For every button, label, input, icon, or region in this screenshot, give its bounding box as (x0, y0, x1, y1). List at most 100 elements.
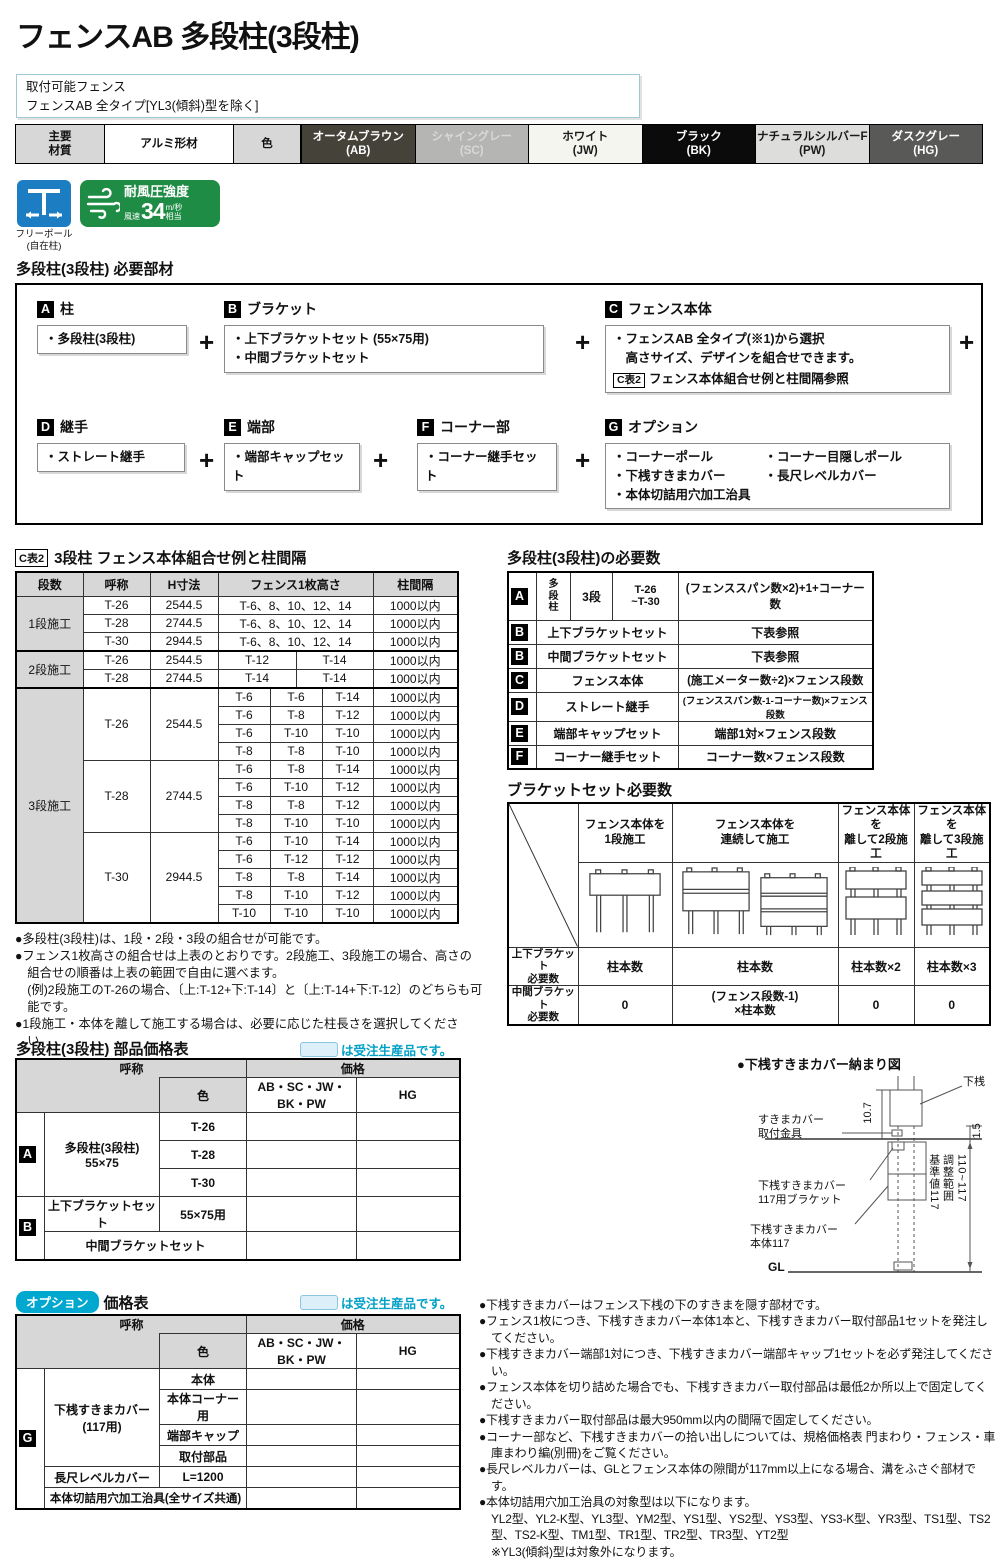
note-item: ●フェンス本体を切り詰めた場合でも、下桟すきまカバー取付部品は最低2か所以上で固… (479, 1380, 987, 1411)
price-cell (356, 1466, 460, 1488)
item-name-cell: 本体切詰用穴加工治具(全サイズ共通) (44, 1487, 247, 1509)
row-tag-cell: A (507, 571, 537, 621)
parts-price-table: 呼称 価格 色 AB・SC・JW・BK・PW HG A 多段柱(3段柱) 55×… (15, 1058, 461, 1261)
panel-height-cell: T-10 (269, 885, 323, 905)
bracket-qty-table: フェンス本体を 1段施工 フェンス本体を 連続して施工 フェンス本体を 離して2… (507, 802, 991, 1027)
pitch-cell: 1000以内 (372, 705, 459, 725)
height-dim-cell: 2744.5 (149, 759, 219, 833)
cover-diagram-lines (765, 1076, 982, 1273)
pitch-cell: 1000以内 (372, 649, 459, 670)
row-tag-cell: E (507, 720, 537, 746)
ctable-ref-tag: C表2 (613, 372, 645, 389)
name-cell: T-26 (82, 649, 151, 670)
combination-table-title: C表2 3段柱 フェンス本体組合せ例と柱間隔 (15, 547, 306, 568)
size-cell: L=1200 (159, 1466, 247, 1488)
option-price-table: 呼称 価格 色 AB・SC・JW・BK・PW HG G 下桟すきまカバー (11… (15, 1314, 461, 1510)
applicable-fence-box: 取付可能フェンス フェンスAB 全タイプ[YL3(傾斜)型を除く] (16, 74, 640, 118)
formula-cell: 端部1対×フェンス段数 (678, 720, 873, 746)
color-swatch: シャイングレー (SC) (414, 124, 529, 164)
bracket-qty-title: ブラケットセット必要数 (507, 782, 673, 799)
panel-height-cell: T-8 (217, 867, 271, 887)
pitch-cell: 1000以内 (372, 595, 459, 615)
plus-sign: + (575, 327, 591, 357)
material-value: アルミ形材 (104, 124, 234, 164)
plus-sign: + (959, 327, 975, 357)
part-tag-badge: B (224, 300, 241, 318)
bracket-row-label: 中間ブラケット 必要数 (507, 985, 579, 1026)
panel-height-cell: T-6 (217, 831, 271, 851)
formula-cell: (フェンススパン数-1-コーナー数)×フェンス段数 (678, 691, 873, 722)
panel-height-cell: T-6 (217, 759, 271, 779)
price-cell (246, 1231, 357, 1260)
table-cell: 柱本数 (671, 946, 839, 987)
price-cell (246, 1445, 357, 1467)
note-item: ●下桟すきまカバー取付部品は最大950mm以内の間隔で固定してください。 (479, 1413, 879, 1428)
part-items-box-e: ・端部キャップセット (224, 443, 360, 491)
name-cell: T-28 (82, 759, 151, 833)
table-cell: (フェンススパン数×2)+1+コーナー数 (678, 571, 873, 621)
bracket-col-header: フェンス本体を 離して3段施工 (913, 802, 991, 863)
price-cell (246, 1196, 357, 1232)
row-tag-cell: A (15, 1112, 45, 1197)
panel-height-cell: T-8 (269, 705, 323, 725)
note-item: ●本体切詰用穴加工治具の対象型は以下になります。 (479, 1495, 757, 1510)
col-header: 柱間隔 (372, 571, 459, 597)
table-cell: 0 (913, 985, 991, 1026)
price-cell (246, 1466, 357, 1488)
col-header: 価格 (246, 1314, 460, 1334)
panel-height-cell: T-8 (217, 795, 271, 815)
size-cell: 端部キャップ (159, 1424, 247, 1446)
panel-height-cell: T-12 (321, 885, 374, 905)
formula-cell: 下表参照 (678, 643, 873, 669)
part-items-box-d: ・ストレート継手 (37, 443, 185, 472)
applicable-fence-value: フェンスAB 全タイプ[YL3(傾斜)型を除く] (26, 98, 259, 113)
panel-height-cell: T-6、8、10、12、14 (217, 631, 374, 651)
pitch-cell: 1000以内 (372, 831, 459, 851)
name-cell: T-28 (82, 613, 151, 633)
pitch-cell: 1000以内 (372, 668, 459, 688)
note-item: ●下桟すきまカバー端部1対につき、下桟すきまカバー端部キャップ1セットを必ず発注… (479, 1347, 994, 1378)
row-tag-cell: C (507, 667, 537, 693)
pitch-cell: 1000以内 (372, 795, 459, 815)
price-cell (356, 1424, 460, 1446)
diagram-label-kanagu: すきまカバー 取付金具 (758, 1114, 824, 1140)
part-items-box-b: ・上下ブラケットセット (55×75用) ・中間ブラケットセット (224, 325, 544, 373)
diagram-label-shitazan: 下桟 (963, 1076, 985, 1088)
formula-cell: 下表参照 (678, 619, 873, 645)
table-cell: (フェンス段数-1) ×柱本数 (671, 985, 839, 1026)
cover-diagram: 下桟 10.7 すきまカバー 取付金具 1.5 下桟すきまカバー 117用ブラケ… (730, 1076, 992, 1304)
panel-height-cell: T-14 (321, 867, 374, 887)
part-group-heading-d: D 継手 (37, 417, 88, 437)
panel-height-cell: T-8 (269, 795, 323, 815)
diagonal-header-cell (507, 802, 579, 948)
wind-speed-prefix: 風速 (124, 211, 140, 221)
pitch-cell: 1000以内 (372, 613, 459, 633)
option-notes: ●下桟すきまカバーはフェンス下桟の下のすきまを隠す部材です。 ●フェンス1枚につき… (479, 1297, 997, 1560)
panel-height-cell: T-14 (295, 668, 374, 688)
panel-height-cell: T-8 (269, 741, 323, 761)
pitch-cell: 1000以内 (372, 849, 459, 869)
part-items-box-g: ・コーナーポール ・下桟すきまカバー ・本体切詰用穴加工治具 ・コーナー目隠しポ… (605, 443, 950, 510)
item-name-cell: 端部キャップセット (536, 720, 679, 746)
part-tag-badge: D (37, 418, 54, 436)
color-swatch: ナチュラルシルバーF (PW) (755, 124, 870, 164)
part-group-heading-b: B ブラケット (224, 299, 317, 319)
ctable-tag: C表2 (15, 548, 49, 567)
combination-table-notes: ●多段柱(3段柱)は、1段・2段・3段の組合せが可能です。 ●フェンス1枚高さの組… (15, 931, 483, 1050)
row-tag-cell: B (507, 619, 537, 645)
pitch-cell: 1000以内 (372, 741, 459, 761)
part-tag-badge: A (37, 300, 54, 318)
item-name-cell: 中間ブラケットセット (44, 1231, 247, 1260)
row-tag-cell: D (507, 691, 537, 722)
panel-height-cell: T-10 (269, 813, 323, 833)
row-tag-cell: B (507, 643, 537, 669)
diagram-label-gl: GL (768, 1260, 785, 1274)
col-header: H寸法 (149, 571, 219, 597)
panel-height-cell: T-10 (217, 903, 271, 923)
price-cell (246, 1487, 357, 1509)
bracket-col-header: フェンス本体を 連続して施工 (671, 802, 839, 863)
panel-height-cell: T-10 (321, 903, 374, 923)
pitch-cell: 1000以内 (372, 631, 459, 651)
